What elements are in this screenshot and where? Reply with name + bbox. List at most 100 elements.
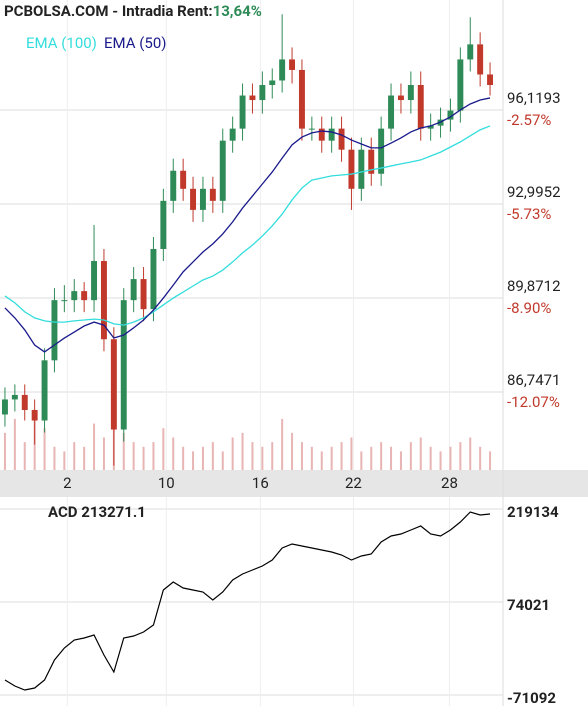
y-tick-label: -71092 (507, 689, 556, 706)
volume-bar (429, 446, 432, 470)
candle-body (41, 360, 48, 421)
volume-bar (221, 451, 224, 470)
ema-line (4, 125, 491, 326)
candle-body (81, 291, 88, 301)
candle-body (199, 188, 206, 210)
candle-body (11, 394, 18, 400)
candle-body (249, 95, 256, 101)
volume-bar (172, 437, 175, 470)
volume-bar (370, 446, 373, 470)
y-percent-label: -5.73% (507, 205, 551, 223)
y-percent-label: -8.90% (507, 299, 551, 317)
candle-body (1, 399, 8, 415)
candle-body (348, 149, 355, 189)
volume-bar (419, 437, 422, 470)
volume-bar (380, 442, 383, 470)
x-tick-label: 10 (158, 474, 175, 492)
y-tick-label: 86,7471 (507, 371, 561, 389)
candle-body (378, 128, 385, 174)
x-tick-label: 2 (63, 474, 71, 492)
candle-body (467, 44, 474, 60)
acd-label: ACD 213271.1 (48, 503, 146, 521)
volume-bar (350, 437, 353, 470)
y-tick-label: 92,9952 (507, 183, 561, 201)
volume-bar (399, 451, 402, 470)
candle-body (298, 69, 305, 129)
candle-body (239, 95, 246, 129)
volume-bar (469, 437, 472, 470)
volume-bar (122, 432, 125, 470)
candle-body (338, 128, 345, 150)
volume-bar (251, 442, 254, 470)
volume-bar (23, 442, 26, 470)
candle-body (31, 409, 38, 421)
legend-ema100: EMA (100) (26, 34, 97, 52)
y-percent-label: -12.07% (507, 393, 560, 411)
candle-body (289, 59, 296, 70)
volume-bar (162, 428, 165, 470)
volume-bar (102, 437, 105, 470)
candle-body (259, 85, 266, 101)
candle-body (170, 170, 177, 201)
volume-bar (409, 442, 412, 470)
volume-bar (3, 432, 6, 470)
volume-bar (261, 446, 264, 470)
candle-body (160, 200, 167, 249)
volume-bar (53, 446, 56, 470)
y-tick-label: 96,1193 (507, 89, 561, 107)
candle-body (100, 261, 107, 340)
volume-bar (132, 442, 135, 470)
volume-bar (231, 437, 234, 470)
candle-body (110, 339, 117, 430)
candle-body (209, 188, 216, 201)
candle-body (130, 279, 137, 301)
volume-bar (211, 442, 214, 470)
candle-body (140, 279, 147, 310)
volume-bar (340, 442, 343, 470)
volume-bar (459, 442, 462, 470)
candle-body (487, 74, 494, 86)
candle-body (407, 85, 414, 101)
volume-bar (439, 451, 442, 470)
marks (1, 14, 494, 691)
volume-bar (13, 418, 16, 470)
volume-bar (142, 446, 145, 470)
volume-bar (360, 451, 363, 470)
title: PCBOLSA.COM - Intradia Rent:13,64% (4, 2, 262, 20)
candle-body (358, 149, 365, 189)
volume-bar (182, 446, 185, 470)
volume-bar (281, 418, 284, 470)
volume-bar (63, 451, 66, 470)
candle-body (427, 125, 434, 129)
volume-bar (192, 451, 195, 470)
candle-body (388, 95, 395, 129)
candle-body (229, 128, 236, 141)
candle-body (51, 300, 58, 361)
volume-bar (241, 432, 244, 470)
candle-body (71, 291, 78, 301)
acd-current: 213271.1 (81, 503, 146, 521)
x-tick-label: 28 (441, 474, 458, 492)
title-text: PCBOLSA.COM - Intradia (4, 2, 173, 20)
y-tick-label: 74021 (507, 596, 550, 614)
acd-line (4, 511, 491, 691)
candle-body (318, 128, 325, 141)
candle-body (180, 170, 187, 189)
volume-bar (291, 432, 294, 470)
candle-body (190, 188, 197, 210)
rent-value: 13,64% (213, 2, 262, 20)
y-percent-label: -2.57% (507, 111, 551, 129)
candle-body (279, 59, 286, 81)
y-tick-label: 89,8712 (507, 277, 561, 295)
volume-bar (300, 442, 303, 470)
candle-body (397, 95, 404, 101)
candle-body (61, 300, 68, 302)
volume-bar (83, 446, 86, 470)
legend-ema50: EMA (50) (104, 34, 166, 52)
volume-bar (152, 442, 155, 470)
volume-bar (73, 442, 76, 470)
candle-body (447, 110, 454, 120)
candle-body (120, 300, 127, 430)
candle-body (269, 80, 276, 86)
volume-bar (479, 446, 482, 470)
